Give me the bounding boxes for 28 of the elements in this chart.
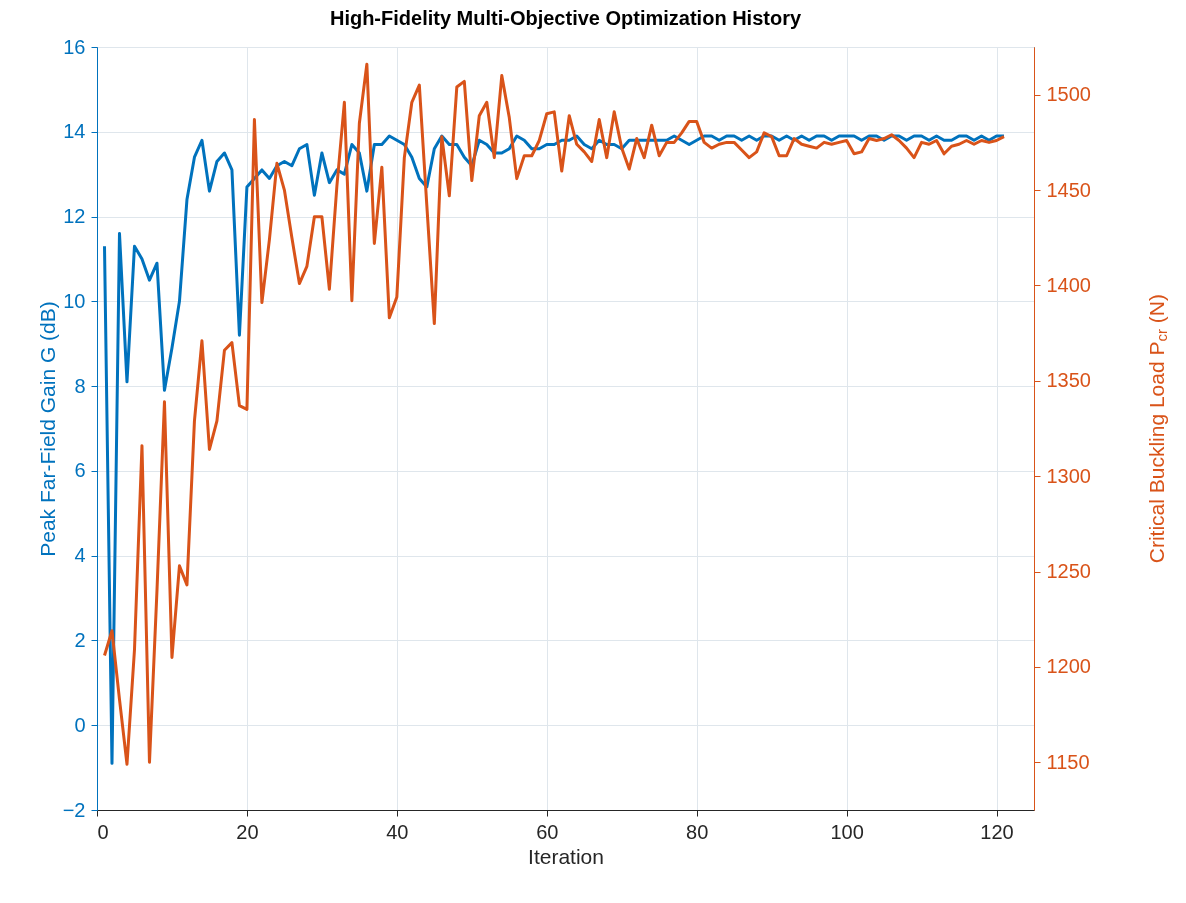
x-tick-label: 120 bbox=[980, 820, 1014, 843]
x-tick-label: 60 bbox=[536, 820, 559, 843]
y2-tick-label: 1450 bbox=[1046, 178, 1091, 201]
y-tick-label: 14 bbox=[63, 120, 86, 143]
y-tick-label: 12 bbox=[63, 205, 86, 228]
y-tick-label: −2 bbox=[62, 798, 86, 821]
chart-title: High-Fidelity Multi-Objective Optimization History bbox=[329, 7, 802, 29]
y2-tick-label: 1200 bbox=[1046, 655, 1091, 678]
x-axis-title: Iteration bbox=[528, 844, 604, 868]
y-tick-label: 0 bbox=[74, 713, 86, 736]
y2-tick-label: 1150 bbox=[1046, 750, 1090, 773]
y-tick-label: 10 bbox=[63, 289, 86, 312]
x-tick-label: 80 bbox=[686, 820, 709, 843]
y2-tick-label: 1250 bbox=[1046, 560, 1091, 583]
y-tick-label: 2 bbox=[74, 628, 86, 651]
x-tick-label: 20 bbox=[236, 820, 259, 843]
y2-tick-label: 1400 bbox=[1046, 273, 1091, 296]
y2-tick-label: 1350 bbox=[1046, 369, 1091, 392]
y-axis-title: Peak Far-Field Gain G (dB) bbox=[35, 301, 59, 557]
x-tick-label: 40 bbox=[386, 820, 409, 843]
x-tick-label: 0 bbox=[97, 820, 109, 843]
y-tick-label: 16 bbox=[63, 35, 86, 58]
y2-tick-label: 1300 bbox=[1046, 464, 1091, 487]
y2-tick-label: 1500 bbox=[1046, 83, 1091, 106]
y-tick-label: 6 bbox=[74, 459, 86, 482]
y-tick-label: 4 bbox=[74, 544, 86, 567]
x-tick-label: 100 bbox=[830, 820, 864, 843]
y-tick-label: 8 bbox=[74, 374, 86, 397]
